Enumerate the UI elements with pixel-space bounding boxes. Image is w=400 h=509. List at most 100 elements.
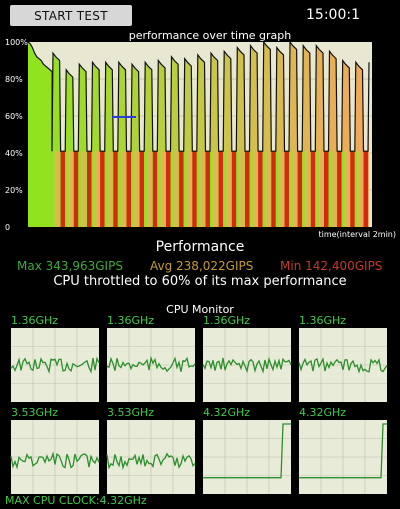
- cpu-load-line: [10, 356, 100, 375]
- throttled-bar: [126, 151, 131, 227]
- performance-bar: [236, 151, 244, 227]
- cpu-core-frequency: 1.36GHz: [107, 314, 155, 327]
- cpu-core-frequency: 4.32GHz: [203, 406, 251, 419]
- cpu-load-line: [202, 356, 292, 374]
- cpu-core-frequency: 4.32GHz: [299, 406, 347, 419]
- cpu-core-frequency: 3.53GHz: [11, 406, 59, 419]
- throttled-bar: [205, 151, 210, 227]
- cpu-load-line: [298, 357, 388, 374]
- y-tick-label: 0: [5, 223, 10, 232]
- performance-bar: [52, 151, 60, 227]
- throttled-bar: [284, 151, 289, 227]
- performance-bar: [341, 151, 350, 227]
- start-test-button[interactable]: START TEST: [10, 5, 132, 26]
- throttled-bar: [231, 151, 237, 227]
- performance-bar: [354, 151, 363, 227]
- cpu-core-frequency: 1.36GHz: [299, 314, 347, 327]
- cpu-core-panel: 1.36GHz: [200, 314, 296, 406]
- performance-bar: [196, 151, 205, 227]
- performance-bar: [223, 151, 231, 227]
- performance-title: Performance: [155, 239, 245, 255]
- throttled-bar: [73, 151, 79, 227]
- min-performance: Min 142,400GIPS: [280, 259, 383, 273]
- y-tick-label: 20%: [5, 186, 23, 195]
- throttled-bar: [60, 151, 66, 227]
- performance-bar: [131, 151, 139, 227]
- throttled-bar: [100, 151, 105, 227]
- performance-bar: [183, 151, 192, 227]
- cpu-core-panel: 4.32GHz: [200, 406, 296, 498]
- avg-performance: Avg 238,022GIPS: [150, 259, 254, 273]
- cpu-core-graph: [298, 328, 388, 402]
- throttled-bar: [363, 151, 368, 227]
- performance-graph: performance over time graph 100% 80% 60% 40%…: [0, 28, 400, 242]
- cpu-core-graph: [106, 328, 196, 402]
- cpu-core-panel: 1.36GHz: [8, 314, 104, 406]
- elapsed-time: 15:00:1: [306, 7, 360, 23]
- throttled-bar: [113, 151, 118, 227]
- cpu-monitor-title: CPU Monitor: [166, 303, 234, 316]
- performance-bar: [210, 151, 218, 227]
- performance-bar: [78, 151, 86, 227]
- performance-bar: [157, 151, 165, 227]
- throttled-bar: [245, 151, 250, 227]
- cpu-core-graph: [10, 328, 100, 402]
- cpu-core-graph: [202, 328, 292, 402]
- throttled-bar: [87, 151, 92, 227]
- cpu-core-graph: [203, 420, 291, 494]
- throttled-bar: [139, 151, 145, 227]
- throttled-bar: [297, 151, 303, 227]
- y-tick-label: 80%: [5, 75, 23, 84]
- cpu-core-panel: 1.36GHz: [104, 314, 200, 406]
- cpu-core-frequency: 1.36GHz: [11, 314, 59, 327]
- performance-bar: [65, 151, 73, 227]
- cpu-core-graph: [299, 420, 387, 494]
- performance-bar: [170, 151, 179, 227]
- performance-bar: [117, 151, 126, 227]
- throttled-bar: [192, 151, 197, 227]
- cpu-load-line: [106, 355, 196, 373]
- cpu-core-frequency: 3.53GHz: [107, 406, 155, 419]
- throttled-bar: [350, 151, 355, 227]
- throttled-bar: [337, 151, 342, 227]
- performance-bar: [275, 151, 284, 227]
- throttled-bar: [152, 151, 158, 227]
- performance-bar: [144, 151, 152, 227]
- graph-title: performance over time graph: [129, 29, 292, 42]
- x-axis-caption: time(interval 2min): [318, 230, 396, 239]
- cpu-load-line: [106, 452, 196, 471]
- throttled-bar: [218, 151, 224, 227]
- performance-graph-svg: performance over time graph 100% 80% 60% 40%…: [5, 29, 396, 239]
- performance-bar: [315, 151, 323, 227]
- throttled-bar: [310, 151, 316, 227]
- max-performance: Max 343,963GIPS: [17, 259, 123, 273]
- throttled-bar: [271, 151, 276, 227]
- max-cpu-clock: MAX CPU CLOCK:4.32GHz: [5, 494, 147, 507]
- y-tick-label: 100%: [5, 38, 28, 47]
- cpu-core-panel: 1.36GHz: [296, 314, 392, 406]
- cpu-core-panel: 3.53GHz: [8, 406, 104, 498]
- performance-bar: [289, 151, 297, 227]
- cpu-core-frequency: 1.36GHz: [203, 314, 251, 327]
- y-tick-label: 60%: [5, 112, 23, 121]
- performance-bar: [302, 151, 310, 227]
- cpu-monitor-grid: 1.36GHz 1.36GHz 1.36GHz 1.36GHz 3.53GHz 3.53G…: [0, 314, 400, 494]
- performance-bar: [91, 151, 100, 227]
- throttle-summary: CPU throttled to 60% of its max performa…: [53, 274, 347, 289]
- cpu-core-graph: [10, 420, 100, 494]
- throttled-bar: [166, 151, 171, 227]
- y-tick-label: 40%: [5, 149, 23, 158]
- throttled-bar: [258, 151, 263, 227]
- cpu-core-graph: [106, 420, 196, 494]
- performance-bar: [104, 151, 113, 227]
- cpu-load-line: [299, 423, 387, 479]
- cpu-load-line: [10, 451, 100, 470]
- performance-bar: [328, 151, 337, 227]
- cpu-core-panel: 3.53GHz: [104, 406, 200, 498]
- cpu-load-line: [203, 423, 291, 479]
- throttled-bar: [179, 151, 184, 227]
- performance-line: [27, 40, 370, 152]
- throttled-bar: [324, 151, 329, 227]
- performance-bar: [249, 151, 258, 227]
- cpu-core-panel: 4.32GHz: [296, 406, 392, 498]
